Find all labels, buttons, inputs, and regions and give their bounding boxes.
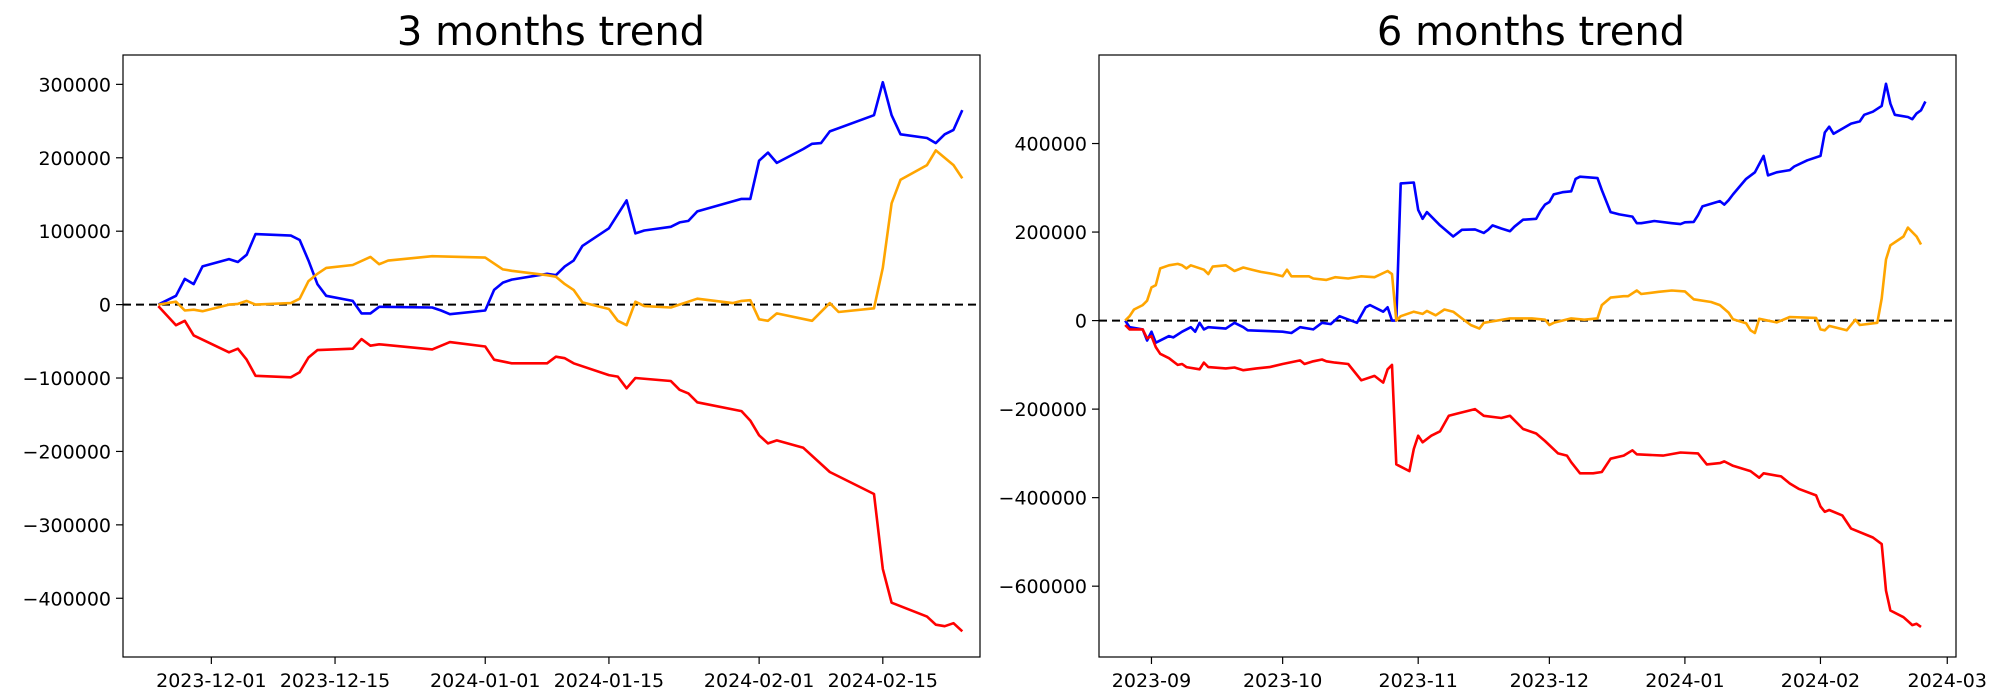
y-tick-label: 100000 bbox=[38, 221, 111, 243]
series-line-1 bbox=[157, 80, 964, 316]
series-line-2 bbox=[1124, 226, 1923, 335]
y-tick-label: −300000 bbox=[23, 515, 111, 537]
x-tick-label: 2023-10 bbox=[1243, 670, 1322, 692]
x-tick-label: 2023-12-15 bbox=[280, 670, 390, 692]
series-line-1 bbox=[1124, 82, 1927, 345]
y-tick-label: 400000 bbox=[1014, 134, 1087, 156]
y-tick-label: 0 bbox=[1075, 311, 1087, 333]
chart-3-months-trend: 3 months trend 2023-12-01 2023-12-15 2024-… bbox=[23, 9, 981, 692]
series-line-3 bbox=[157, 305, 964, 633]
y-tick-label: 0 bbox=[99, 295, 111, 317]
y-tick-label: −400000 bbox=[999, 488, 1087, 510]
y-tick-label: −200000 bbox=[23, 441, 111, 463]
x-tick-label: 2024-01 bbox=[1645, 670, 1724, 692]
y-tick-label: −400000 bbox=[23, 588, 111, 610]
y-tick-label: −100000 bbox=[23, 368, 111, 390]
series-line-2 bbox=[158, 149, 964, 327]
x-tick-label: 2023-12 bbox=[1510, 670, 1589, 692]
x-tick-label: 2024-02-15 bbox=[828, 670, 938, 692]
plot-area: 2023-09 2023-10 2023-11 2023-12 2024-01 2024-… bbox=[999, 54, 1987, 692]
x-tick-label: 2024-01-01 bbox=[430, 670, 540, 692]
x-tick-label: 2024-03 bbox=[1908, 670, 1987, 692]
y-tick-label: −600000 bbox=[999, 576, 1087, 598]
chart-6-months-trend: 6 months trend 2023-09 2023-10 2023-11 2023… bbox=[999, 9, 1987, 692]
y-tick-label: −200000 bbox=[999, 399, 1087, 421]
axes-frame bbox=[122, 54, 981, 658]
x-tick-label: 2023-09 bbox=[1112, 670, 1191, 692]
chart-title: 6 months trend bbox=[1377, 9, 1685, 55]
x-tick-label: 2023-11 bbox=[1378, 670, 1457, 692]
plot-area: 2023-12-01 2023-12-15 2024-01-01 2024-01-15… bbox=[23, 54, 981, 692]
x-tick-label: 2023-12-01 bbox=[156, 670, 266, 692]
y-tick-label: 200000 bbox=[38, 148, 111, 170]
x-tick-label: 2024-02-01 bbox=[704, 670, 814, 692]
series-line-3 bbox=[1124, 324, 1922, 628]
axes-frame bbox=[1098, 54, 1957, 658]
y-tick-label: 300000 bbox=[38, 74, 111, 96]
x-tick-label: 2024-01-15 bbox=[554, 670, 664, 692]
y-tick-label: 200000 bbox=[1014, 222, 1087, 244]
x-tick-label: 2024-02 bbox=[1781, 670, 1860, 692]
chart-title: 3 months trend bbox=[397, 9, 705, 55]
